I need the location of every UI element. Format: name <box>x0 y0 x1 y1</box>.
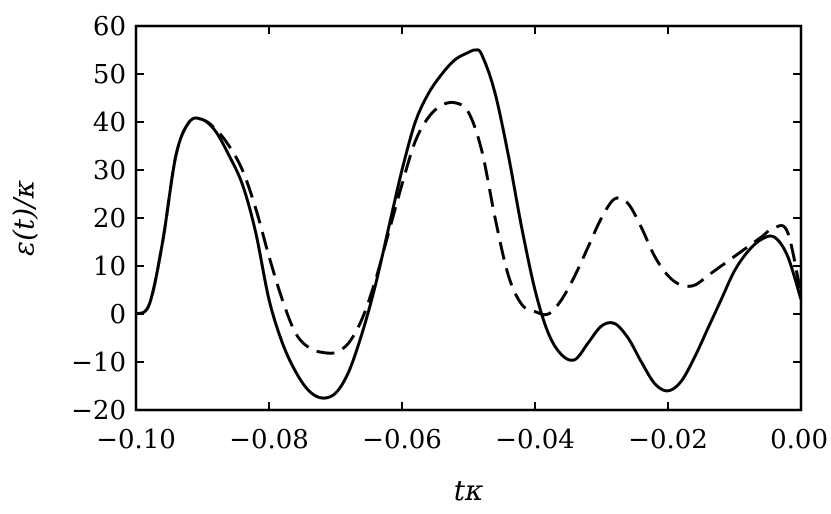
x-tick-label: −0.08 <box>229 425 309 455</box>
x-axis-title: tκ <box>454 474 484 507</box>
y-tick-label: 30 <box>93 156 126 186</box>
dashed-series-line <box>135 100 803 355</box>
y-tick-label: 0 <box>109 300 126 330</box>
x-tick-label: −0.02 <box>628 425 708 455</box>
x-tick-label: −0.06 <box>362 425 442 455</box>
y-tick-label: 40 <box>93 108 126 138</box>
series-lines <box>135 48 803 400</box>
y-tick-label: 20 <box>93 204 126 234</box>
x-axis-tick-labels: −0.10 −0.08 −0.06 −0.04 −0.02 0.00 <box>96 425 828 455</box>
x-tick-label: −0.10 <box>96 425 176 455</box>
y-tick-label: 60 <box>93 12 126 42</box>
plot-frame <box>134 24 803 412</box>
y-tick-label: 10 <box>93 252 126 282</box>
x-tick-label: 0.00 <box>770 425 828 455</box>
y-axis-tick-labels: −20 −10 0 10 20 30 40 50 60 <box>71 12 126 426</box>
y-tick-label: 50 <box>93 60 126 90</box>
y-tick-label: −10 <box>71 348 126 378</box>
axis-ticks <box>135 25 802 411</box>
x-tick-label: −0.04 <box>495 425 575 455</box>
y-tick-label: −20 <box>71 396 126 426</box>
y-axis-title: ε(t)/κ <box>8 180 41 256</box>
solid-series-line <box>135 48 803 400</box>
